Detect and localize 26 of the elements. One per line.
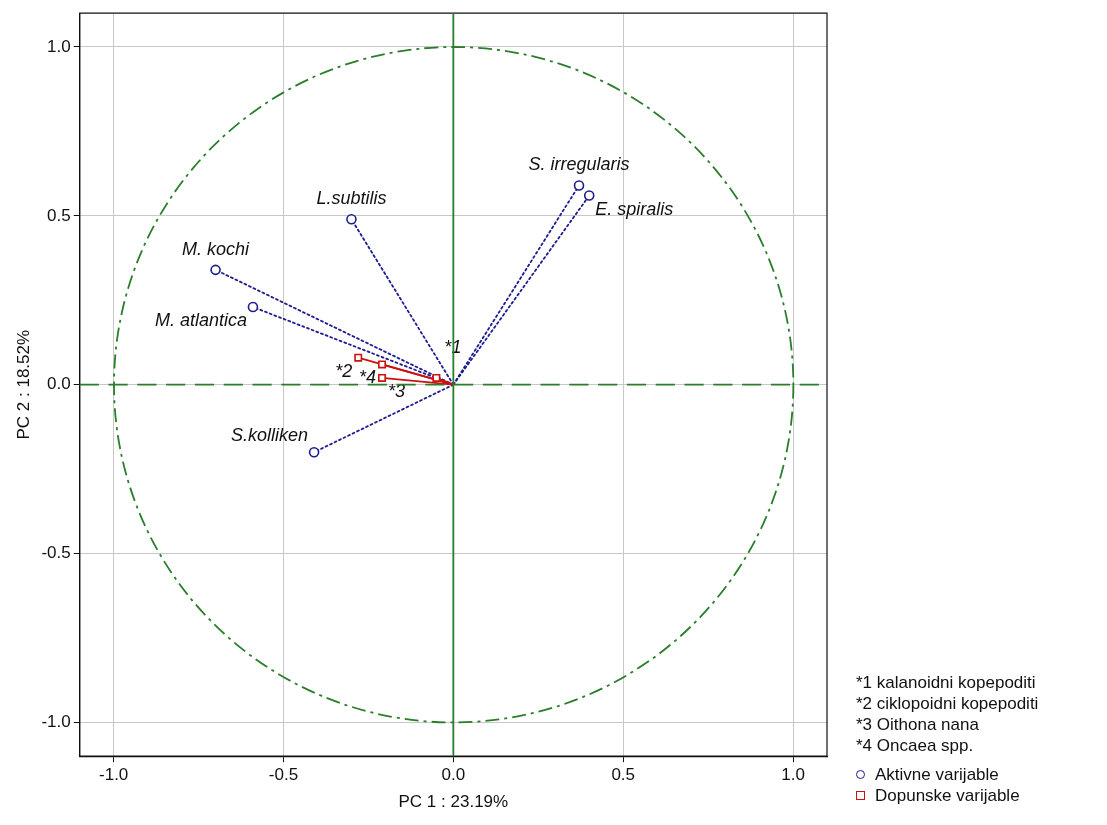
x-tick-label: -0.5 [268, 765, 299, 785]
x-tick-label: 0.0 [441, 765, 466, 785]
legend-label: Aktivne varijable [875, 764, 999, 785]
x-tick-label: 1.0 [781, 765, 805, 785]
text: *2 ciklopoidni kopepoditi [856, 693, 1039, 714]
y-tick-label: 0.5 [47, 205, 71, 225]
y-axis-title: PC 2 : 18.52% [13, 329, 33, 440]
annotation: M. kochi [182, 238, 251, 259]
text: *1 kalanoidni kopepoditi [856, 672, 1037, 693]
annotation: S. irregularis [528, 154, 630, 175]
annotation: *4 [359, 367, 377, 388]
text: *4 Oncaea spp. [856, 735, 975, 756]
y-tick-label: -1.0 [41, 712, 71, 732]
annotation: *2 [335, 360, 353, 381]
y-tick-label: 1.0 [47, 36, 71, 56]
annotation: L.subtilis [316, 188, 387, 209]
text: *3 Oithona nana [856, 714, 980, 735]
y-tick-label: -0.5 [41, 543, 71, 563]
annotation: M. atlantica [154, 310, 247, 331]
y-tick-label: 0.0 [47, 374, 71, 394]
annotation: E. spiralis [595, 198, 674, 219]
x-tick-label: -1.0 [99, 765, 129, 785]
x-tick-label: 0.5 [611, 765, 636, 785]
x-axis-title: PC 1 : 23.19% [398, 792, 509, 812]
legend-label: Dopunske varijable [875, 785, 1020, 806]
annotation: S.kolliken [231, 425, 309, 446]
